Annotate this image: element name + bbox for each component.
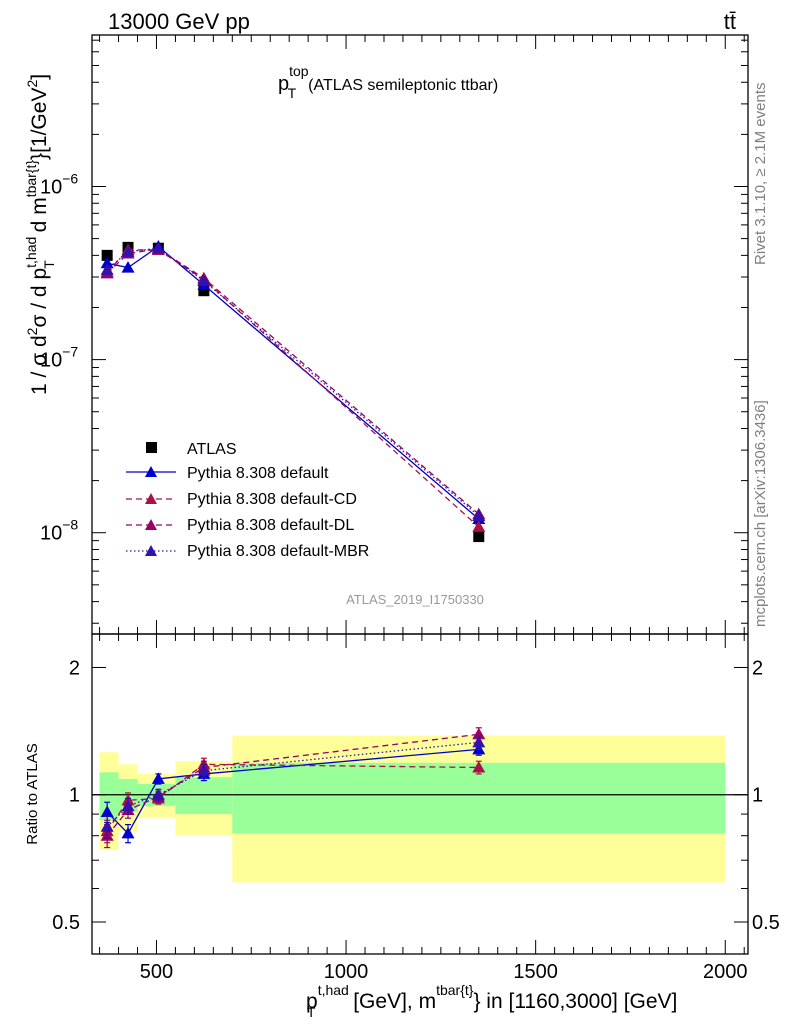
ratio-line-default-MBR <box>106 741 479 828</box>
ratio-frame <box>91 633 749 955</box>
legend-label-dl: Pythia 8.308 default-DL <box>187 517 354 534</box>
ratio-marks <box>100 727 486 849</box>
legend-label-cd: Pythia 8.308 default-CD <box>187 491 357 508</box>
ratio-point-default-MBR <box>197 764 211 776</box>
y-axis-label-main: 1 / σ d2σ / d pt,had T d mtbar{t}}[1/GeV2… <box>23 74 57 395</box>
ratio-point-default-MBR <box>100 820 114 832</box>
series-point-default-CD <box>472 520 486 532</box>
data-point-atlas <box>198 285 210 297</box>
legend-marker-mbr <box>145 545 157 556</box>
x-tick-label: 500 <box>140 961 173 983</box>
ratio-point-default-MBR <box>472 735 486 748</box>
y-axis-label-ratio: Ratio to ATLAS <box>24 743 41 844</box>
tick-exponent: −8 <box>62 517 78 533</box>
ratio-line-default-CD <box>106 763 479 832</box>
rivet-watermark: Rivet 3.1.10, ≥ 2.1M events <box>752 83 769 266</box>
mcplots-watermark: mcplots.cern.ch [arXiv:1306.3436] <box>752 400 769 627</box>
legend-marker-dl <box>145 519 157 530</box>
legend-marker-cd <box>145 493 157 504</box>
data-point-atlas <box>473 531 485 543</box>
ratio-y-tick-label-right: 2 <box>752 657 763 679</box>
ratio-y-tick-label: 0.5 <box>52 912 80 934</box>
header-right: tt̄ <box>724 9 736 34</box>
analysis-watermark: ATLAS_2019_I1750330 <box>346 592 484 607</box>
series-point-default <box>121 261 135 273</box>
main-y-tick-label: 10−7 <box>40 344 78 372</box>
ratio-bands <box>99 735 726 883</box>
plot-title: ptop T (ATLAS semileptonic ttbar) <box>278 63 498 101</box>
ratio-point-default-DL <box>472 727 486 740</box>
tick-exponent: −7 <box>62 344 78 360</box>
ratio-point-default-CD <box>472 760 486 773</box>
series-line-default-CD <box>106 249 480 528</box>
x-tick-label: 2000 <box>703 961 748 983</box>
legend-marker-default <box>145 466 157 477</box>
legend-label-atlas: ATLAS <box>187 441 237 458</box>
series-point-default <box>100 256 114 269</box>
legend-marker-atlas <box>146 442 157 453</box>
x-tick-label: 1500 <box>513 961 558 983</box>
legend-label-default: Pythia 8.308 default <box>187 465 329 482</box>
data-point-atlas <box>101 249 113 261</box>
ratio-point-default-MBR <box>151 788 165 800</box>
main-marks <box>100 240 486 543</box>
ratio-panel: 500 1000 1500 2000 2 2 1 1 0.5 0.5 <box>52 633 780 983</box>
ratio-y-tick-label: 2 <box>69 657 80 679</box>
main-ticks: 10−610−710−8 <box>40 35 748 954</box>
x-axis-label: pt,had T [GeV], mtbar{t}} in [1160,3000] … <box>306 982 677 1020</box>
tick-base: 10 <box>40 176 62 198</box>
x-tick-label: 1000 <box>324 961 369 983</box>
tick-exponent: −6 <box>62 170 78 186</box>
series-line-default-DL <box>106 248 480 515</box>
uncertainty-band-inner <box>232 762 726 834</box>
main-y-tick-label: 10−6 <box>40 170 78 198</box>
ratio-y-tick-label-right: 1 <box>752 785 763 807</box>
series-point-default-MBR <box>151 241 165 254</box>
ratio-y-tick-label-right: 0.5 <box>752 912 780 934</box>
series-point-default-MBR <box>197 274 211 286</box>
legend: ATLAS Pythia 8.308 default Pythia 8.308 … <box>126 441 369 560</box>
series-point-default-MBR <box>121 245 135 257</box>
series-point-default-MBR <box>100 263 114 275</box>
uncertainty-band-inner <box>175 777 233 815</box>
tick-base: 10 <box>40 523 62 545</box>
ratio-point-default <box>100 805 114 818</box>
main-y-tick-label: 10−8 <box>40 517 78 545</box>
ratio-point-default-MBR <box>121 799 135 812</box>
tick-base: 10 <box>40 350 62 372</box>
legend-label-mbr: Pythia 8.308 default-MBR <box>187 543 369 560</box>
series-point-default-MBR <box>472 509 486 521</box>
header-left: 13000 GeV pp <box>108 9 250 34</box>
ratio-point-default <box>121 826 135 839</box>
ratio-y-tick-label: 1 <box>69 785 80 807</box>
ratio-point-default <box>151 772 165 784</box>
main-panel: 10−610−710−8 ptop T (ATLAS semileptonic tt… <box>40 34 749 954</box>
uncertainty-band-inner <box>99 772 119 821</box>
ratio-line-default-DL <box>106 733 479 837</box>
ratio-ticks: 500 1000 1500 2000 2 2 1 1 0.5 0.5 <box>52 657 780 983</box>
